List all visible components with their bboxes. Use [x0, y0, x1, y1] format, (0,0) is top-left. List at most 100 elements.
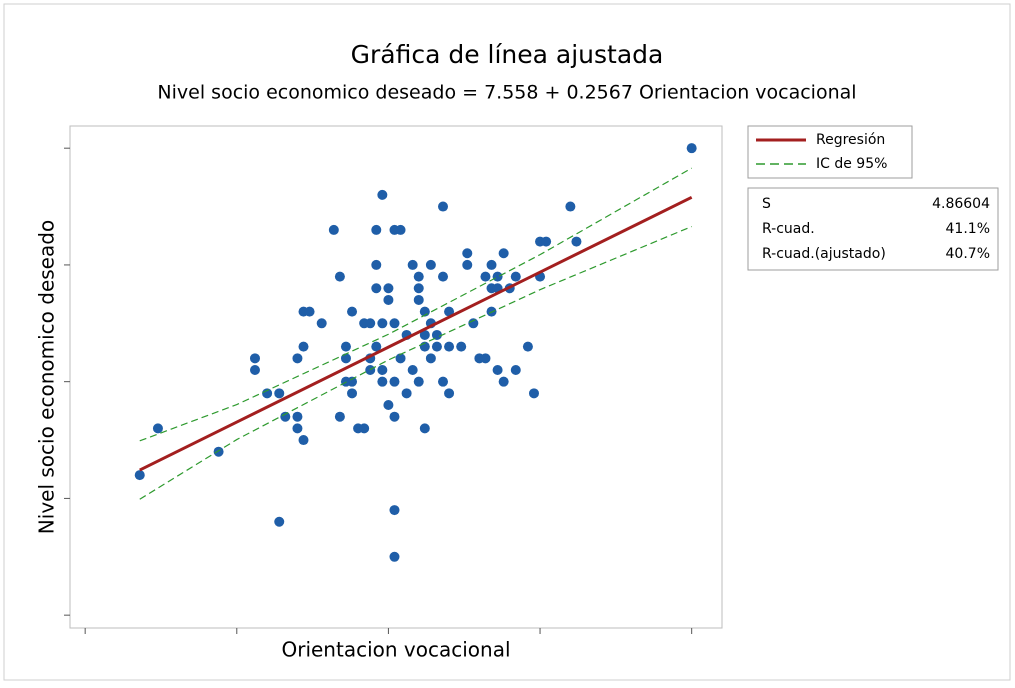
chart-title: Gráfica de línea ajustada: [351, 40, 664, 69]
point: [371, 341, 382, 352]
point: [377, 376, 388, 387]
point: [213, 446, 224, 457]
point: [522, 341, 533, 352]
stat-label: S: [762, 196, 771, 212]
legend: [747, 125, 913, 179]
point: [383, 400, 394, 411]
point: [340, 353, 351, 364]
point: [389, 376, 400, 387]
stat-label: R-cuad.(ajustado): [762, 246, 886, 262]
point: [498, 376, 509, 387]
stat-value: 41.1%: [946, 221, 990, 237]
point: [407, 259, 418, 270]
point: [413, 271, 424, 282]
stat-label: R-cuad.: [762, 221, 815, 237]
point: [371, 224, 382, 235]
point: [462, 259, 473, 270]
point: [407, 364, 418, 375]
fit-line: [139, 195, 693, 472]
point: [262, 388, 273, 399]
point: [438, 271, 449, 282]
point: [347, 376, 358, 387]
point: [134, 470, 145, 481]
point: [347, 388, 358, 399]
point: [365, 318, 376, 329]
point: [571, 236, 582, 247]
point: [249, 353, 260, 364]
point: [389, 551, 400, 562]
point: [249, 364, 260, 375]
point: [304, 306, 315, 317]
point: [371, 259, 382, 270]
point: [498, 248, 509, 259]
x-axis-label: Orientacion vocacional: [281, 638, 510, 662]
point: [510, 271, 521, 282]
point: [480, 271, 491, 282]
stats-box: [747, 187, 999, 271]
point: [438, 201, 449, 212]
point: [425, 353, 436, 364]
point: [371, 283, 382, 294]
point: [395, 353, 406, 364]
point: [292, 423, 303, 434]
point: [152, 423, 163, 434]
point: [377, 364, 388, 375]
point: [377, 189, 388, 200]
point: [492, 271, 503, 282]
point: [292, 353, 303, 364]
point: [389, 411, 400, 422]
point: [383, 294, 394, 305]
point: [280, 411, 291, 422]
point: [431, 329, 442, 340]
point: [444, 388, 455, 399]
point: [444, 341, 455, 352]
stat-value: 40.7%: [946, 246, 990, 262]
point: [395, 224, 406, 235]
point: [528, 388, 539, 399]
chart-subtitle: Nivel socio economico deseado = 7.558 + …: [157, 82, 856, 104]
point: [431, 341, 442, 352]
point: [340, 341, 351, 352]
point: [383, 283, 394, 294]
point: [298, 435, 309, 446]
point: [492, 364, 503, 375]
point: [389, 505, 400, 516]
point: [413, 294, 424, 305]
point: [462, 248, 473, 259]
ci-upper: [139, 167, 692, 442]
point: [419, 423, 430, 434]
ci-lower: [139, 225, 692, 500]
point: [334, 411, 345, 422]
legend-label: IC de 95%: [816, 156, 887, 172]
point: [468, 318, 479, 329]
point: [413, 283, 424, 294]
point: [292, 411, 303, 422]
point: [565, 201, 576, 212]
point: [359, 423, 370, 434]
point: [389, 318, 400, 329]
point: [438, 376, 449, 387]
point: [298, 341, 309, 352]
stat-value: 4.86604: [932, 196, 990, 212]
point: [510, 364, 521, 375]
legend-label: Regresión: [816, 132, 885, 148]
point: [486, 259, 497, 270]
point: [419, 329, 430, 340]
point: [274, 516, 285, 527]
point: [480, 353, 491, 364]
point: [334, 271, 345, 282]
point: [686, 143, 697, 154]
point: [413, 376, 424, 387]
point: [328, 224, 339, 235]
point: [316, 318, 327, 329]
point: [456, 341, 467, 352]
point: [377, 318, 388, 329]
point: [401, 388, 412, 399]
point: [444, 306, 455, 317]
point: [274, 388, 285, 399]
point: [425, 259, 436, 270]
point: [541, 236, 552, 247]
y-axis-label: Nivel socio economico deseado: [35, 220, 59, 534]
point: [347, 306, 358, 317]
